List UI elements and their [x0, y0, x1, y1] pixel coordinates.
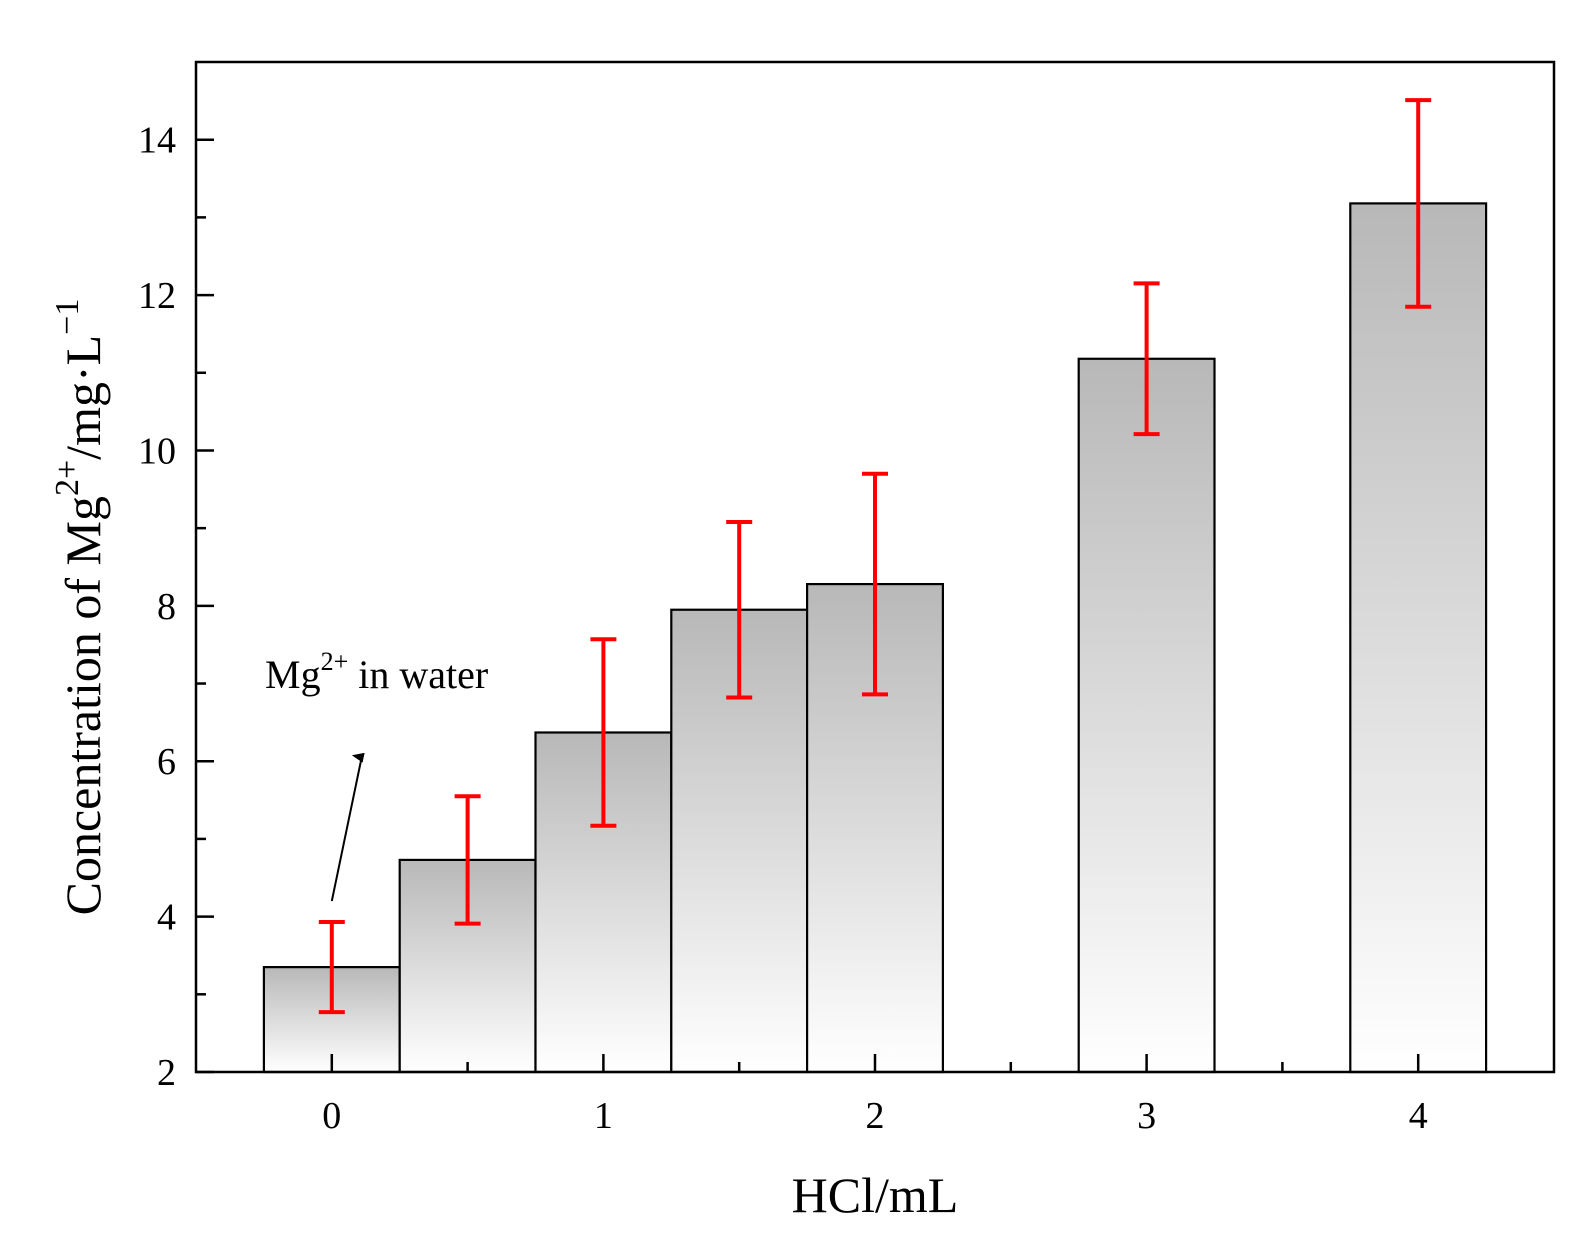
error-bar-3: [726, 519, 753, 700]
x-tick-label-0: 0: [322, 1095, 341, 1137]
y-tick-label-0: 2: [157, 1052, 176, 1094]
x-tick-label-4: 4: [1409, 1095, 1428, 1137]
error-bar-6: [1405, 98, 1432, 309]
y-axis-title: Concentration of Mg2+/mg·L−1: [49, 299, 111, 916]
error-bar-1: [454, 794, 481, 926]
error-bar-5: [1133, 281, 1160, 437]
y-tick-label-4: 10: [138, 430, 176, 472]
x-axis-title: HCl/mL: [792, 1167, 959, 1223]
error-bar-0: [318, 920, 345, 1015]
annotation-label-sup: 2+: [321, 647, 349, 676]
x-tick-label-2: 2: [866, 1095, 885, 1137]
error-bars-layer: [318, 98, 1432, 1015]
x-axis: 0 1 2 3 4: [322, 1054, 1428, 1137]
x-tick-label-1: 1: [594, 1095, 613, 1137]
bar-5: [1077, 357, 1216, 1074]
y-tick-label-5: 12: [138, 275, 176, 317]
y-tick-label-2: 6: [157, 741, 176, 783]
y-axis: 2 4 6 8 10 12 14: [138, 120, 214, 1094]
error-bar-4: [862, 471, 888, 697]
y-axis-title-sup: 2+: [49, 460, 86, 496]
y-axis-title-base: Concentration of Mg: [55, 496, 111, 915]
annotation-label-base: Mg: [265, 652, 321, 697]
annotation-arrow: [330, 752, 365, 902]
bars-layer: [262, 202, 1488, 1074]
error-bar-2: [590, 637, 617, 828]
y-axis-title-mid: /mg·L: [55, 335, 111, 460]
annotation-label-rest: in water: [348, 652, 488, 697]
y-tick-label-1: 4: [157, 897, 176, 939]
y-tick-label-6: 14: [138, 120, 176, 162]
x-tick-label-3: 3: [1137, 1095, 1156, 1137]
y-tick-label-3: 8: [157, 586, 176, 628]
annotation: Mg2+ in water: [265, 647, 488, 902]
bar-6: [1349, 202, 1488, 1074]
annotation-label: Mg2+ in water: [265, 647, 488, 697]
y-axis-title-sup2: −1: [49, 299, 86, 335]
